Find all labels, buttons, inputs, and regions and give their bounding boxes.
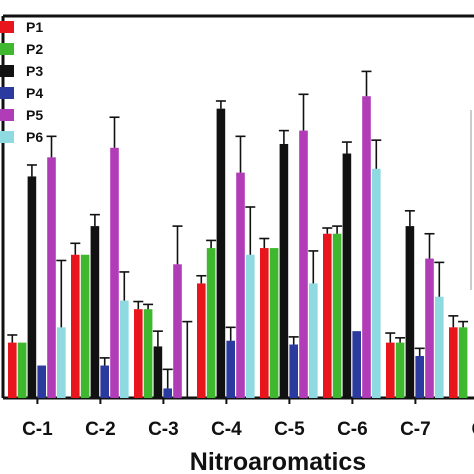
bar-p6-c-7: [435, 296, 444, 398]
bar-p2-c-1: [17, 342, 27, 398]
bar-p1-c-3: [134, 309, 143, 398]
legend-label-p1: P1: [26, 19, 43, 35]
x-ticks-layer: C-1 C-2 C-3 C-4 C-5 C-6 C-7 C: [22, 398, 474, 440]
legend-label-p3: P3: [26, 63, 43, 79]
bar-p4-c-4: [226, 340, 235, 398]
bar-p4-c-7: [415, 355, 424, 398]
bar-p2-c-3: [143, 309, 153, 398]
bar-p5-c-5: [299, 130, 308, 398]
bar-p1-c-1: [8, 342, 17, 398]
bar-p1-c: [449, 327, 458, 398]
bar-p5-c-1: [47, 157, 56, 398]
bar-p5-c-7: [425, 258, 434, 398]
bar-p3-c-5: [279, 143, 289, 398]
x-tick-label-c-5: C-5: [274, 419, 305, 440]
bar-p4-c-5: [289, 344, 298, 398]
x-axis-title: Nitroaromatics: [190, 448, 366, 474]
legend-swatch-p1: [0, 21, 14, 33]
bar-p4-c-1: [37, 365, 46, 398]
x-tick-label-c-2: C-2: [85, 419, 116, 440]
bar-p3-c-1: [27, 176, 37, 398]
bar-p6-c-6: [372, 168, 381, 398]
legend-swatch-p3: [0, 65, 14, 77]
bar-p2-c: [458, 327, 468, 398]
bar-p2-c-5: [269, 248, 279, 398]
bar-p6-c-4: [246, 254, 255, 398]
legend: P1 P2 P3 P4 P5 P6: [0, 19, 43, 145]
bar-p3-c-2: [90, 226, 100, 398]
bar-p5-c-3: [173, 264, 182, 398]
bar-p1-c-2: [71, 254, 80, 398]
bar-p6-c-1: [57, 327, 66, 398]
x-tick-label-c-6: C-6: [337, 419, 368, 440]
bar-p2-c-6: [332, 233, 342, 398]
bar-p3-c-4: [216, 108, 226, 398]
bar-p1-c-5: [260, 248, 269, 398]
bars-layer: [8, 96, 468, 398]
bar-p6-c-5: [309, 283, 318, 398]
bar-p3-c-6: [342, 153, 352, 398]
legend-swatch-p2: [0, 43, 14, 55]
legend-label-p5: P5: [26, 107, 43, 123]
bar-p3-c-7: [405, 226, 415, 398]
bar-p2-c-2: [80, 254, 90, 398]
legend-swatch-p5: [0, 109, 14, 121]
x-tick-label-c-1: C-1: [22, 419, 53, 440]
bar-p3-c-3: [153, 346, 163, 398]
bar-p1-c-7: [386, 342, 395, 398]
bar-p6-c-2: [120, 300, 129, 398]
x-tick-label-c-3: C-3: [148, 419, 179, 440]
legend-swatch-p6: [0, 131, 14, 143]
bar-p2-c-7: [395, 342, 405, 398]
bar-p1-c-6: [323, 233, 332, 398]
bar-p4-c-3: [163, 388, 172, 398]
legend-swatch-p4: [0, 87, 14, 99]
legend-label-p2: P2: [26, 41, 43, 57]
x-tick-label-c-7: C-7: [400, 419, 431, 440]
x-tick-label-c: C: [472, 419, 474, 440]
bar-p4-c-6: [352, 331, 361, 398]
x-tick-label-c-4: C-4: [211, 419, 242, 440]
bar-p1-c-4: [197, 283, 206, 398]
bar-p2-c-4: [206, 248, 216, 398]
bar-p5-c-4: [236, 172, 245, 398]
bar-p5-c-6: [362, 96, 371, 398]
bar-p4-c-2: [100, 365, 109, 398]
error-bars-layer: [7, 70, 469, 398]
bar-p5-c-2: [110, 147, 119, 398]
legend-label-p6: P6: [26, 129, 43, 145]
legend-label-p4: P4: [26, 85, 43, 101]
